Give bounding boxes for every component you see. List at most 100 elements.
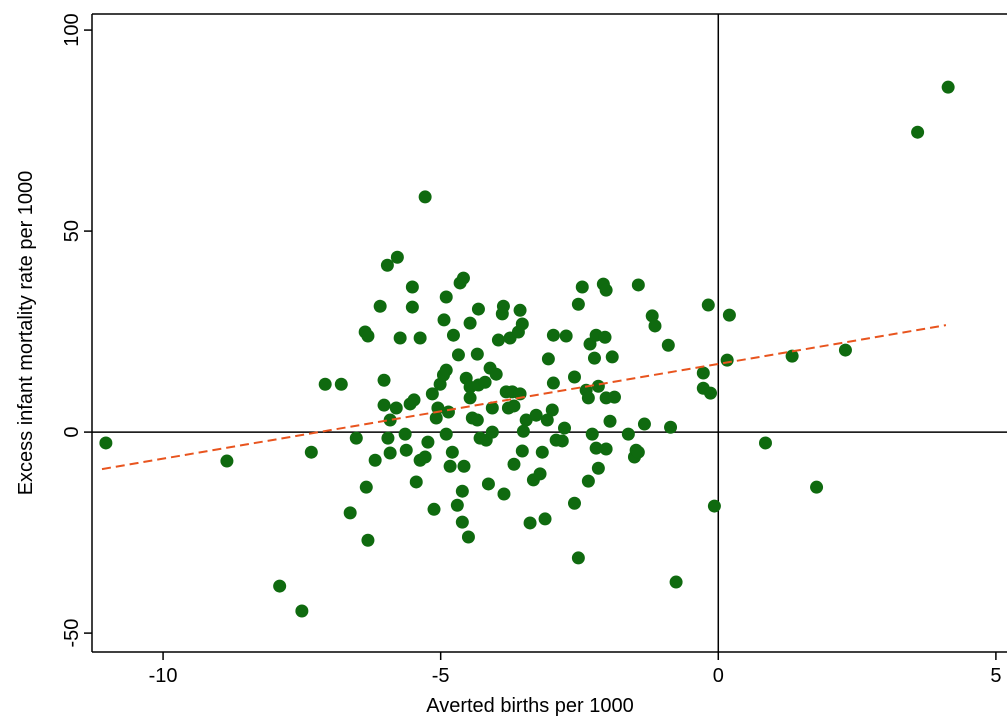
point — [722, 308, 736, 322]
point — [664, 420, 678, 434]
point — [571, 551, 585, 565]
point — [581, 391, 595, 405]
point — [535, 445, 549, 459]
point — [575, 280, 589, 294]
point — [478, 375, 492, 389]
point — [591, 379, 605, 393]
point — [429, 411, 443, 425]
point — [571, 297, 585, 311]
point — [758, 436, 772, 450]
point — [529, 408, 543, 422]
point — [581, 474, 595, 488]
point — [383, 446, 397, 460]
point — [497, 487, 511, 501]
x-tick-label: 0 — [713, 665, 724, 687]
point — [591, 461, 605, 475]
point — [491, 333, 505, 347]
point — [421, 435, 435, 449]
point — [425, 387, 439, 401]
point — [541, 352, 555, 366]
point — [785, 349, 799, 363]
point — [707, 499, 721, 513]
point — [507, 399, 521, 413]
point — [409, 475, 423, 489]
point — [439, 290, 453, 304]
point — [455, 515, 469, 529]
point — [507, 457, 521, 471]
point — [704, 386, 718, 400]
point — [295, 604, 309, 618]
point — [513, 303, 527, 317]
point — [377, 398, 391, 412]
y-tick-label: 0 — [61, 427, 83, 438]
point — [304, 445, 318, 459]
point — [645, 309, 659, 323]
x-tick-label: -5 — [432, 665, 450, 687]
point — [546, 328, 560, 342]
point — [516, 424, 530, 438]
point — [519, 413, 533, 427]
point — [496, 299, 510, 313]
point — [398, 427, 412, 441]
point — [446, 328, 460, 342]
point — [439, 363, 453, 377]
point — [533, 467, 547, 481]
point — [445, 445, 459, 459]
point — [390, 250, 404, 264]
point — [481, 477, 495, 491]
point — [605, 350, 619, 364]
point — [405, 300, 419, 314]
point — [661, 338, 675, 352]
point — [557, 421, 571, 435]
point — [810, 480, 824, 494]
point — [603, 414, 617, 428]
point — [443, 459, 457, 473]
point — [383, 413, 397, 427]
point — [621, 427, 635, 441]
point — [567, 370, 581, 384]
point — [463, 391, 477, 405]
point — [585, 427, 599, 441]
point — [555, 434, 569, 448]
point — [485, 425, 499, 439]
point — [418, 190, 432, 204]
point — [648, 319, 662, 333]
point — [463, 316, 477, 330]
point — [439, 427, 453, 441]
point — [599, 283, 613, 297]
point — [599, 442, 613, 456]
point — [559, 329, 573, 343]
point — [470, 347, 484, 361]
x-tick-label: 5 — [990, 665, 1001, 687]
fit-line — [101, 324, 947, 471]
point — [455, 484, 469, 498]
point — [451, 348, 465, 362]
y-axis-title: Excess infant mortality rate per 1000 — [15, 171, 37, 496]
point — [631, 445, 645, 459]
point — [273, 579, 287, 593]
point — [99, 436, 113, 450]
point — [607, 390, 621, 404]
y-tick-label: 50 — [61, 220, 83, 242]
point — [361, 329, 375, 343]
x-axis-title: Averted births per 1000 — [426, 695, 634, 717]
point — [515, 317, 529, 331]
point — [485, 401, 499, 415]
point — [393, 331, 407, 345]
point — [720, 353, 734, 367]
point — [343, 506, 357, 520]
point — [669, 575, 683, 589]
point — [389, 401, 403, 415]
point — [461, 530, 475, 544]
point — [941, 80, 955, 94]
point — [441, 405, 455, 419]
point — [399, 443, 413, 457]
point — [407, 393, 421, 407]
point — [701, 298, 715, 312]
point — [334, 377, 348, 391]
y-tick-label: -50 — [61, 619, 83, 648]
point — [523, 516, 537, 530]
point — [540, 413, 554, 427]
point — [427, 502, 441, 516]
